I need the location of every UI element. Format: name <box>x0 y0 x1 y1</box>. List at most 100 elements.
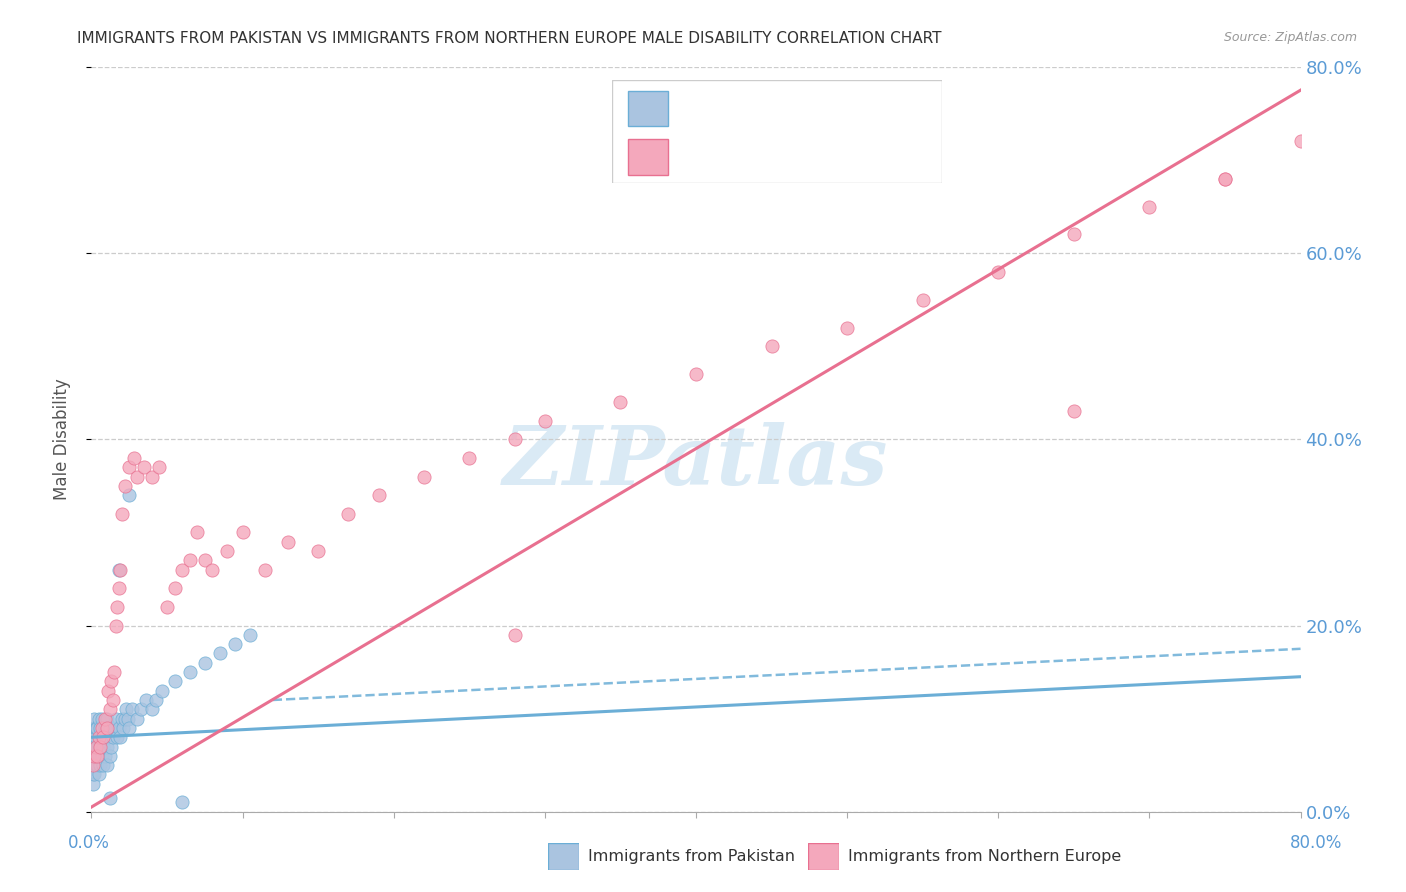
Point <box>105 599 128 614</box>
Text: ZIPatlas: ZIPatlas <box>503 422 889 501</box>
Point <box>89 758 111 772</box>
Point <box>118 721 141 735</box>
Point <box>112 721 135 735</box>
Point <box>163 674 186 689</box>
Text: IMMIGRANTS FROM PAKISTAN VS IMMIGRANTS FROM NORTHERN EUROPE MALE DISABILITY CORR: IMMIGRANTS FROM PAKISTAN VS IMMIGRANTS F… <box>77 31 942 46</box>
Point <box>97 683 120 698</box>
Point <box>82 758 104 772</box>
Point <box>835 320 858 334</box>
Point <box>337 507 360 521</box>
Point <box>101 693 124 707</box>
Point <box>152 683 174 698</box>
Point <box>458 450 481 465</box>
Point <box>82 721 104 735</box>
Text: Immigrants from Northern Europe: Immigrants from Northern Europe <box>848 849 1121 863</box>
Point <box>1213 171 1236 186</box>
Point <box>208 647 231 661</box>
Point <box>91 721 114 735</box>
Point <box>97 730 120 744</box>
Point <box>84 730 107 744</box>
Point <box>94 748 117 763</box>
Point <box>98 702 121 716</box>
Point <box>125 712 148 726</box>
Point <box>118 488 141 502</box>
Point <box>135 693 157 707</box>
Point <box>503 432 526 446</box>
Point <box>103 721 125 735</box>
Point <box>121 702 143 716</box>
Point <box>84 739 107 754</box>
Point <box>503 628 526 642</box>
Point <box>413 469 436 483</box>
Point <box>86 758 108 772</box>
Point <box>83 730 105 744</box>
Point <box>87 712 110 726</box>
Point <box>118 460 141 475</box>
Point <box>83 739 105 754</box>
Point <box>82 767 104 781</box>
Point <box>685 367 707 381</box>
Point <box>103 665 125 679</box>
Point <box>87 739 110 754</box>
Point <box>141 469 163 483</box>
Point <box>239 628 262 642</box>
Point <box>82 739 104 754</box>
Point <box>86 748 108 763</box>
Text: 0.0%: 0.0% <box>67 834 110 852</box>
Point <box>82 730 104 744</box>
Point <box>94 712 117 726</box>
Point <box>100 674 122 689</box>
FancyBboxPatch shape <box>612 80 942 183</box>
Point <box>98 721 121 735</box>
Y-axis label: Male Disability: Male Disability <box>52 378 70 500</box>
Point <box>156 599 179 614</box>
Text: 0.704: 0.704 <box>731 148 782 166</box>
Point <box>84 758 107 772</box>
Point <box>1289 134 1312 148</box>
Point <box>114 479 136 493</box>
Point <box>104 618 127 632</box>
Point <box>172 563 194 577</box>
Point <box>1063 404 1085 418</box>
Point <box>1213 171 1236 186</box>
Point <box>107 582 129 596</box>
Bar <box>628 139 668 175</box>
Point <box>761 339 783 353</box>
Point <box>201 563 224 577</box>
Point <box>82 748 104 763</box>
Point <box>83 767 105 781</box>
Point <box>86 739 108 754</box>
Text: N =: N = <box>799 148 838 166</box>
Point <box>96 758 118 772</box>
Point <box>609 395 631 409</box>
Point <box>87 767 110 781</box>
Point <box>148 460 170 475</box>
Point <box>108 563 131 577</box>
Point <box>89 739 111 754</box>
Point <box>98 790 121 805</box>
Point <box>111 712 132 726</box>
Text: 80.0%: 80.0% <box>1289 834 1343 852</box>
Point <box>105 730 128 744</box>
Text: N =: N = <box>799 100 838 118</box>
Point <box>96 739 118 754</box>
Point <box>224 637 246 651</box>
Point <box>96 721 118 735</box>
Text: 0.041: 0.041 <box>731 100 782 118</box>
Point <box>93 730 115 744</box>
Bar <box>628 91 668 127</box>
Point <box>163 582 186 596</box>
Point <box>87 748 110 763</box>
Point <box>1063 227 1085 242</box>
Point <box>91 748 114 763</box>
Point <box>277 534 299 549</box>
Point <box>111 507 132 521</box>
Point <box>83 712 105 726</box>
Point <box>84 748 107 763</box>
Point <box>134 460 156 475</box>
Point <box>89 721 111 735</box>
Point <box>86 721 108 735</box>
Point <box>83 748 105 763</box>
Point <box>987 265 1010 279</box>
Point <box>129 702 152 716</box>
